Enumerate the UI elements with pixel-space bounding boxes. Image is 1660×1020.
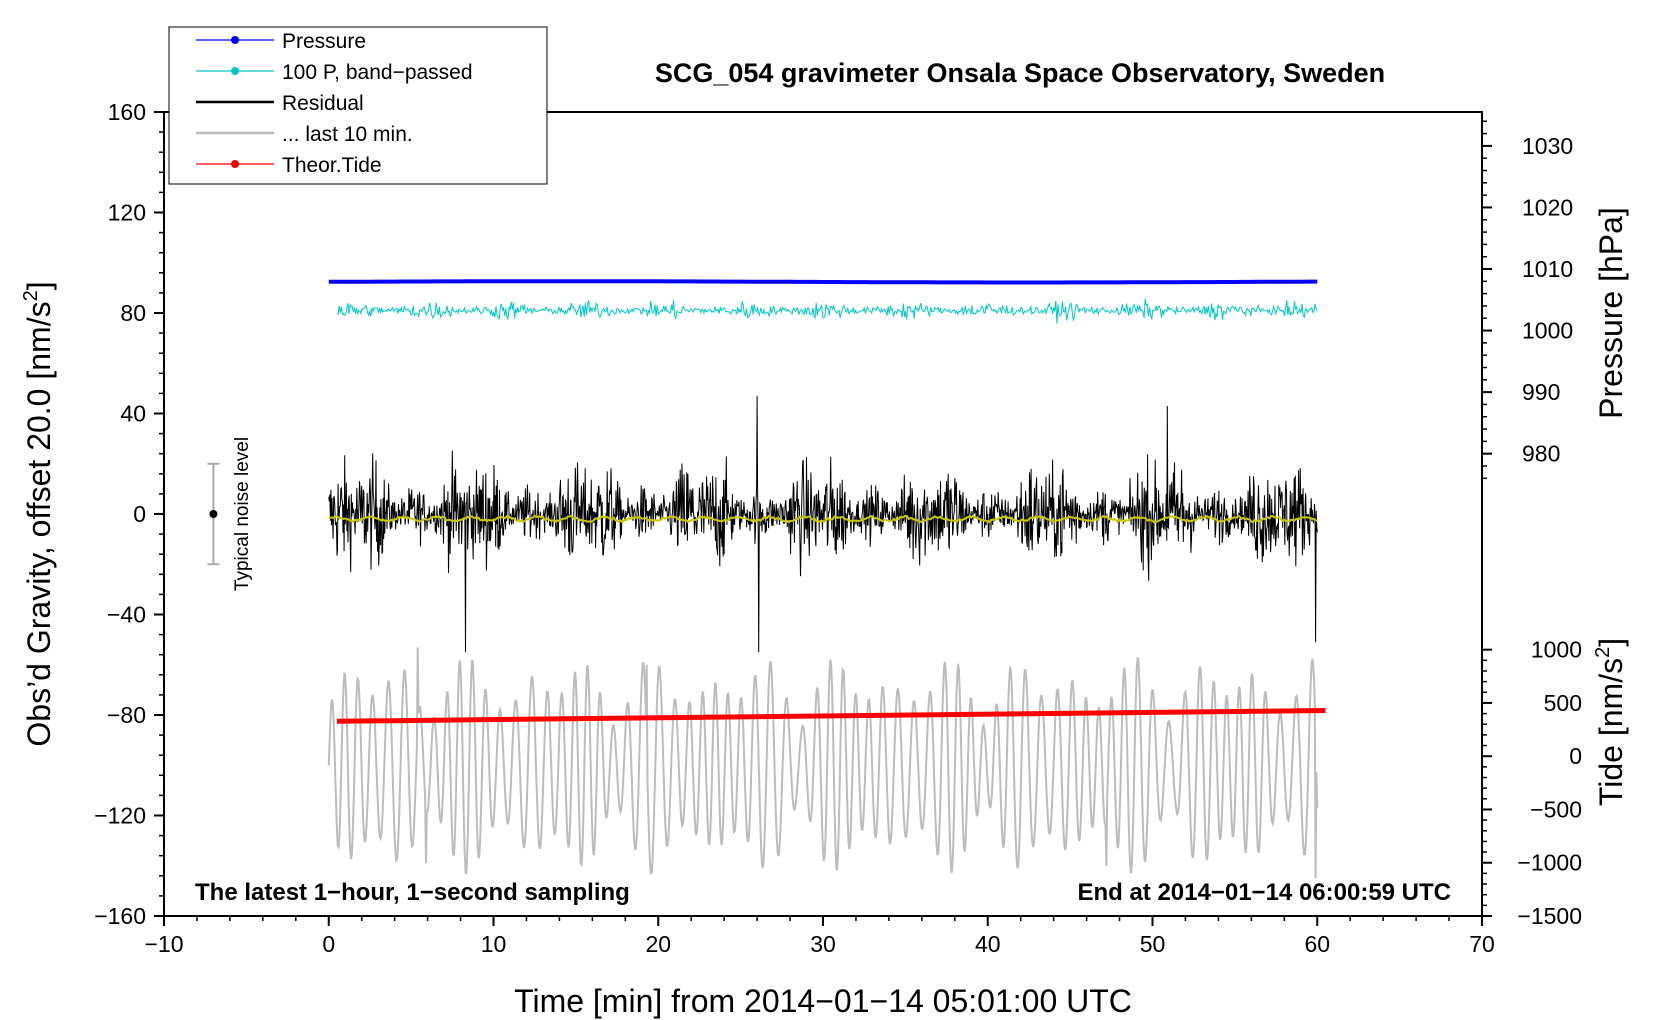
y-pressure-tick-label-0: 1030 [1522, 133, 1573, 159]
legend-label-3: ... last 10 min. [282, 123, 413, 146]
series-band-passed [336, 298, 1318, 324]
y-tide-tick-label-5: −1500 [1517, 903, 1582, 929]
legend-label-2: Residual [282, 92, 364, 115]
x-tick-label-0: −10 [144, 931, 183, 957]
x-axis-title: Time [min] from 2014−01−14 05:01:00 UTC [514, 983, 1132, 1019]
x-tick-label-3: 20 [645, 931, 671, 957]
y-pressure-tick-label-2: 1010 [1522, 256, 1573, 282]
y-tide-tick-label-1: 500 [1544, 690, 1582, 716]
series-last-10-min [327, 647, 1319, 879]
series-pressure [328, 279, 1318, 285]
y-left-tick-label-5: −40 [107, 602, 146, 628]
x-tick-label-4: 30 [810, 931, 836, 957]
legend-label-0: Pressure [282, 30, 366, 53]
annotation-end-time: End at 2014−01−14 06:00:59 UTC [1077, 879, 1451, 906]
x-tick-label-1: 0 [322, 931, 335, 957]
y-left-tick-label-6: −80 [107, 702, 146, 728]
series-residual-smoothed [328, 514, 1318, 524]
ticks-layer: −10 0 10 20 30 40 50 60 7016012080400−40−80−120−… [94, 99, 1582, 957]
y-axis-left-title: Obs’d Gravity, offset 20.0 [nm/s2] [20, 281, 57, 746]
legend-label-4: Theor.Tide [282, 154, 382, 177]
noise-bar-center [209, 510, 218, 518]
y-tide-tick-label-4: −1000 [1517, 850, 1582, 876]
y-axis-left-title-text: Obs’d Gravity, offset 20.0 [nm/s [21, 301, 57, 746]
y-axis-tide-title-sup: 2 [1592, 647, 1614, 658]
y-left-tick-label-8: −160 [94, 903, 146, 929]
y-pressure-tick-label-3: 1000 [1522, 318, 1573, 344]
y-axis-tide-title: Tide [nm/s2] [1592, 638, 1629, 806]
legend-marker-0 [231, 36, 239, 44]
y-left-tick-label-0: 160 [108, 99, 146, 125]
series-residual [328, 395, 1318, 653]
y-pressure-tick-label-5: 980 [1522, 441, 1560, 467]
legend-marker-1 [231, 67, 239, 75]
y-axis-left-title-sup: 2 [20, 290, 42, 301]
y-pressure-tick-label-4: 990 [1522, 379, 1560, 405]
y-axis-left-title-end: ] [21, 281, 57, 290]
y-left-tick-label-3: 40 [120, 401, 146, 427]
y-left-tick-label-7: −120 [94, 803, 146, 829]
y-tide-tick-label-2: 0 [1569, 743, 1582, 769]
x-tick-label-5: 40 [975, 931, 1001, 957]
noise-level-label: Typical noise level [232, 437, 253, 591]
y-left-tick-label-2: 80 [120, 300, 146, 326]
annotation-sampling: The latest 1−hour, 1−second sampling [195, 879, 630, 906]
y-tide-tick-label-0: 1000 [1531, 637, 1582, 663]
y-left-tick-label-4: 0 [133, 501, 146, 527]
x-tick-label-6: 50 [1140, 931, 1166, 957]
series-layer [207, 279, 1326, 879]
y-tide-tick-label-3: −500 [1530, 796, 1582, 822]
y-pressure-tick-label-1: 1020 [1522, 194, 1573, 220]
series-theor-tide [336, 708, 1326, 724]
y-axis-pressure-title: Pressure [hPa] [1593, 207, 1629, 419]
x-tick-label-7: 60 [1304, 931, 1330, 957]
y-axis-tide-title-text: Tide [nm/s [1593, 658, 1629, 806]
legend-marker-4 [231, 160, 239, 168]
chart-title: SCG_054 gravimeter Onsala Space Observat… [655, 58, 1385, 88]
y-axis-tide-title-end: ] [1593, 638, 1629, 647]
legend-box [168, 26, 548, 185]
x-tick-label-8: 70 [1469, 931, 1495, 957]
legend-label-1: 100 P, band−passed [282, 61, 473, 84]
x-tick-label-2: 10 [481, 931, 507, 957]
legend: Pressure 100 P, band−passed Residual ... la… [168, 26, 548, 185]
y-left-tick-label-1: 120 [108, 200, 146, 226]
